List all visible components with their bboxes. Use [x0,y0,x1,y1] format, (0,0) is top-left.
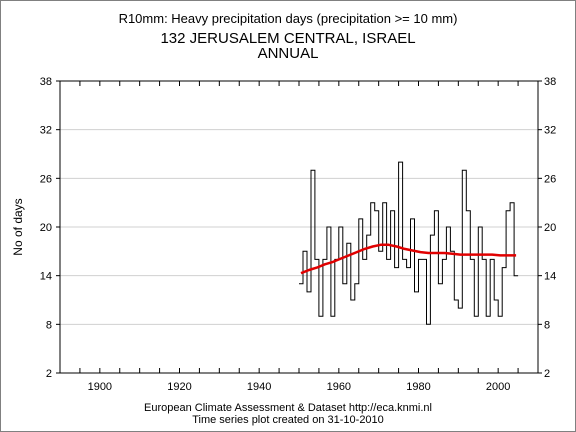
x-tick-label: 1980 [406,381,430,393]
series-annual-step [299,161,519,325]
y-tick-label-left: 26 [40,173,52,185]
chart-index-title: R10mm: Heavy precipitation days (precipi… [118,11,458,26]
chart-station-title: 132 JERUSALEM CENTRAL, ISRAEL [160,30,416,47]
y-tick-label-left: 8 [46,319,52,331]
y-tick-label-right: 38 [544,76,556,88]
footer-created: Time series plot created on 31-10-2010 [192,414,384,426]
y-tick-label-right: 20 [544,222,556,234]
y-tick-label-left: 38 [40,76,52,88]
chart-period-title: ANNUAL [257,45,319,62]
footer-source: European Climate Assessment & Dataset ht… [144,402,432,414]
x-tick-label: 1940 [247,381,271,393]
y-tick-label-right: 14 [544,271,556,283]
x-tick-label: 2000 [486,381,510,393]
x-tick-label: 1920 [167,381,191,393]
series-smoothed-trend [300,243,517,275]
y-tick-label-right: 32 [544,125,556,137]
x-tick-label: 1960 [327,381,351,393]
y-tick-label-left: 32 [40,125,52,137]
y-tick-label-left: 14 [40,271,52,283]
x-tick-label: 1900 [88,381,112,393]
y-tick-label-left: 20 [40,222,52,234]
y-tick-label-right: 8 [544,319,550,331]
y-tick-label-left: 2 [46,368,52,380]
y-tick-label-right: 26 [544,173,556,185]
y-axis-label: No of days [11,198,25,255]
y-tick-label-right: 2 [544,368,550,380]
